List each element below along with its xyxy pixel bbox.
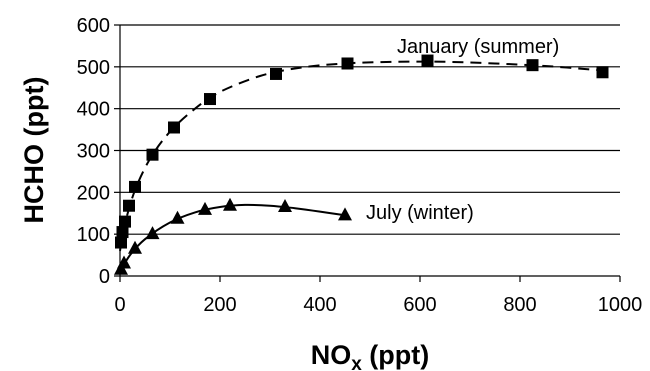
x-tick-label-400: 400: [303, 294, 336, 316]
series-0-point-4: [129, 180, 141, 193]
series-0-point-6: [168, 121, 180, 134]
y-tick-labels: 0 100 200 300 400 500 600: [77, 15, 110, 288]
y-tick-label-0: 0: [99, 266, 110, 288]
series-0-point-5: [146, 148, 159, 161]
series-1-point-7: [278, 198, 292, 212]
series-0-point-10: [421, 54, 434, 67]
y-axis-title: HCHO (ppt): [19, 77, 49, 224]
y-tick-label-200: 200: [77, 182, 110, 204]
series-1-point-4: [170, 210, 185, 224]
x-axis-title-subscript: x: [351, 354, 362, 371]
y-tick-label-100: 100: [77, 224, 110, 246]
series-0-point-2: [119, 215, 131, 228]
series-0-point-8: [270, 67, 282, 80]
y-tick-label-400: 400: [77, 99, 110, 121]
series-label-july: July (winter): [366, 202, 474, 224]
series-label-january: January (summer): [397, 36, 559, 58]
series-0-point-0: [115, 236, 127, 249]
x-axis-title: NOx (ppt): [311, 340, 430, 371]
series-0-fit-line: [119, 60, 601, 252]
grid-lines: [120, 24, 620, 235]
x-tick-labels: 0 200 400 600 800 1000: [114, 294, 642, 316]
series-1-point-1: [117, 255, 131, 269]
x-axis-title-unit: (ppt): [362, 340, 429, 370]
x-tick-label-600: 600: [403, 294, 436, 316]
series-1-point-8: [338, 207, 352, 221]
series-0-point-1: [116, 226, 129, 239]
x-tick-label-200: 200: [203, 294, 236, 316]
series-0-point-11: [526, 59, 539, 72]
x-tick-label-1000: 1000: [598, 294, 643, 316]
series-1-point-3: [145, 226, 160, 240]
x-axis-title-main: NO: [311, 340, 352, 370]
series-0-point-3: [123, 199, 135, 212]
y-tick-label-300: 300: [77, 141, 110, 163]
series-1-point-6: [223, 197, 237, 211]
x-tick-label-800: 800: [503, 294, 536, 316]
axes: [114, 24, 621, 282]
series-layer: [114, 54, 609, 275]
series-1-point-5: [198, 201, 212, 215]
series-1-fit-line: [119, 203, 346, 273]
series-0-point-7: [204, 93, 216, 106]
series-0-point-9: [341, 57, 354, 70]
x-tick-label-0: 0: [114, 294, 125, 316]
series-1-point-2: [128, 240, 142, 254]
y-tick-label-500: 500: [77, 57, 110, 79]
series-0-point-12: [596, 66, 609, 79]
y-tick-label-600: 600: [77, 15, 110, 37]
